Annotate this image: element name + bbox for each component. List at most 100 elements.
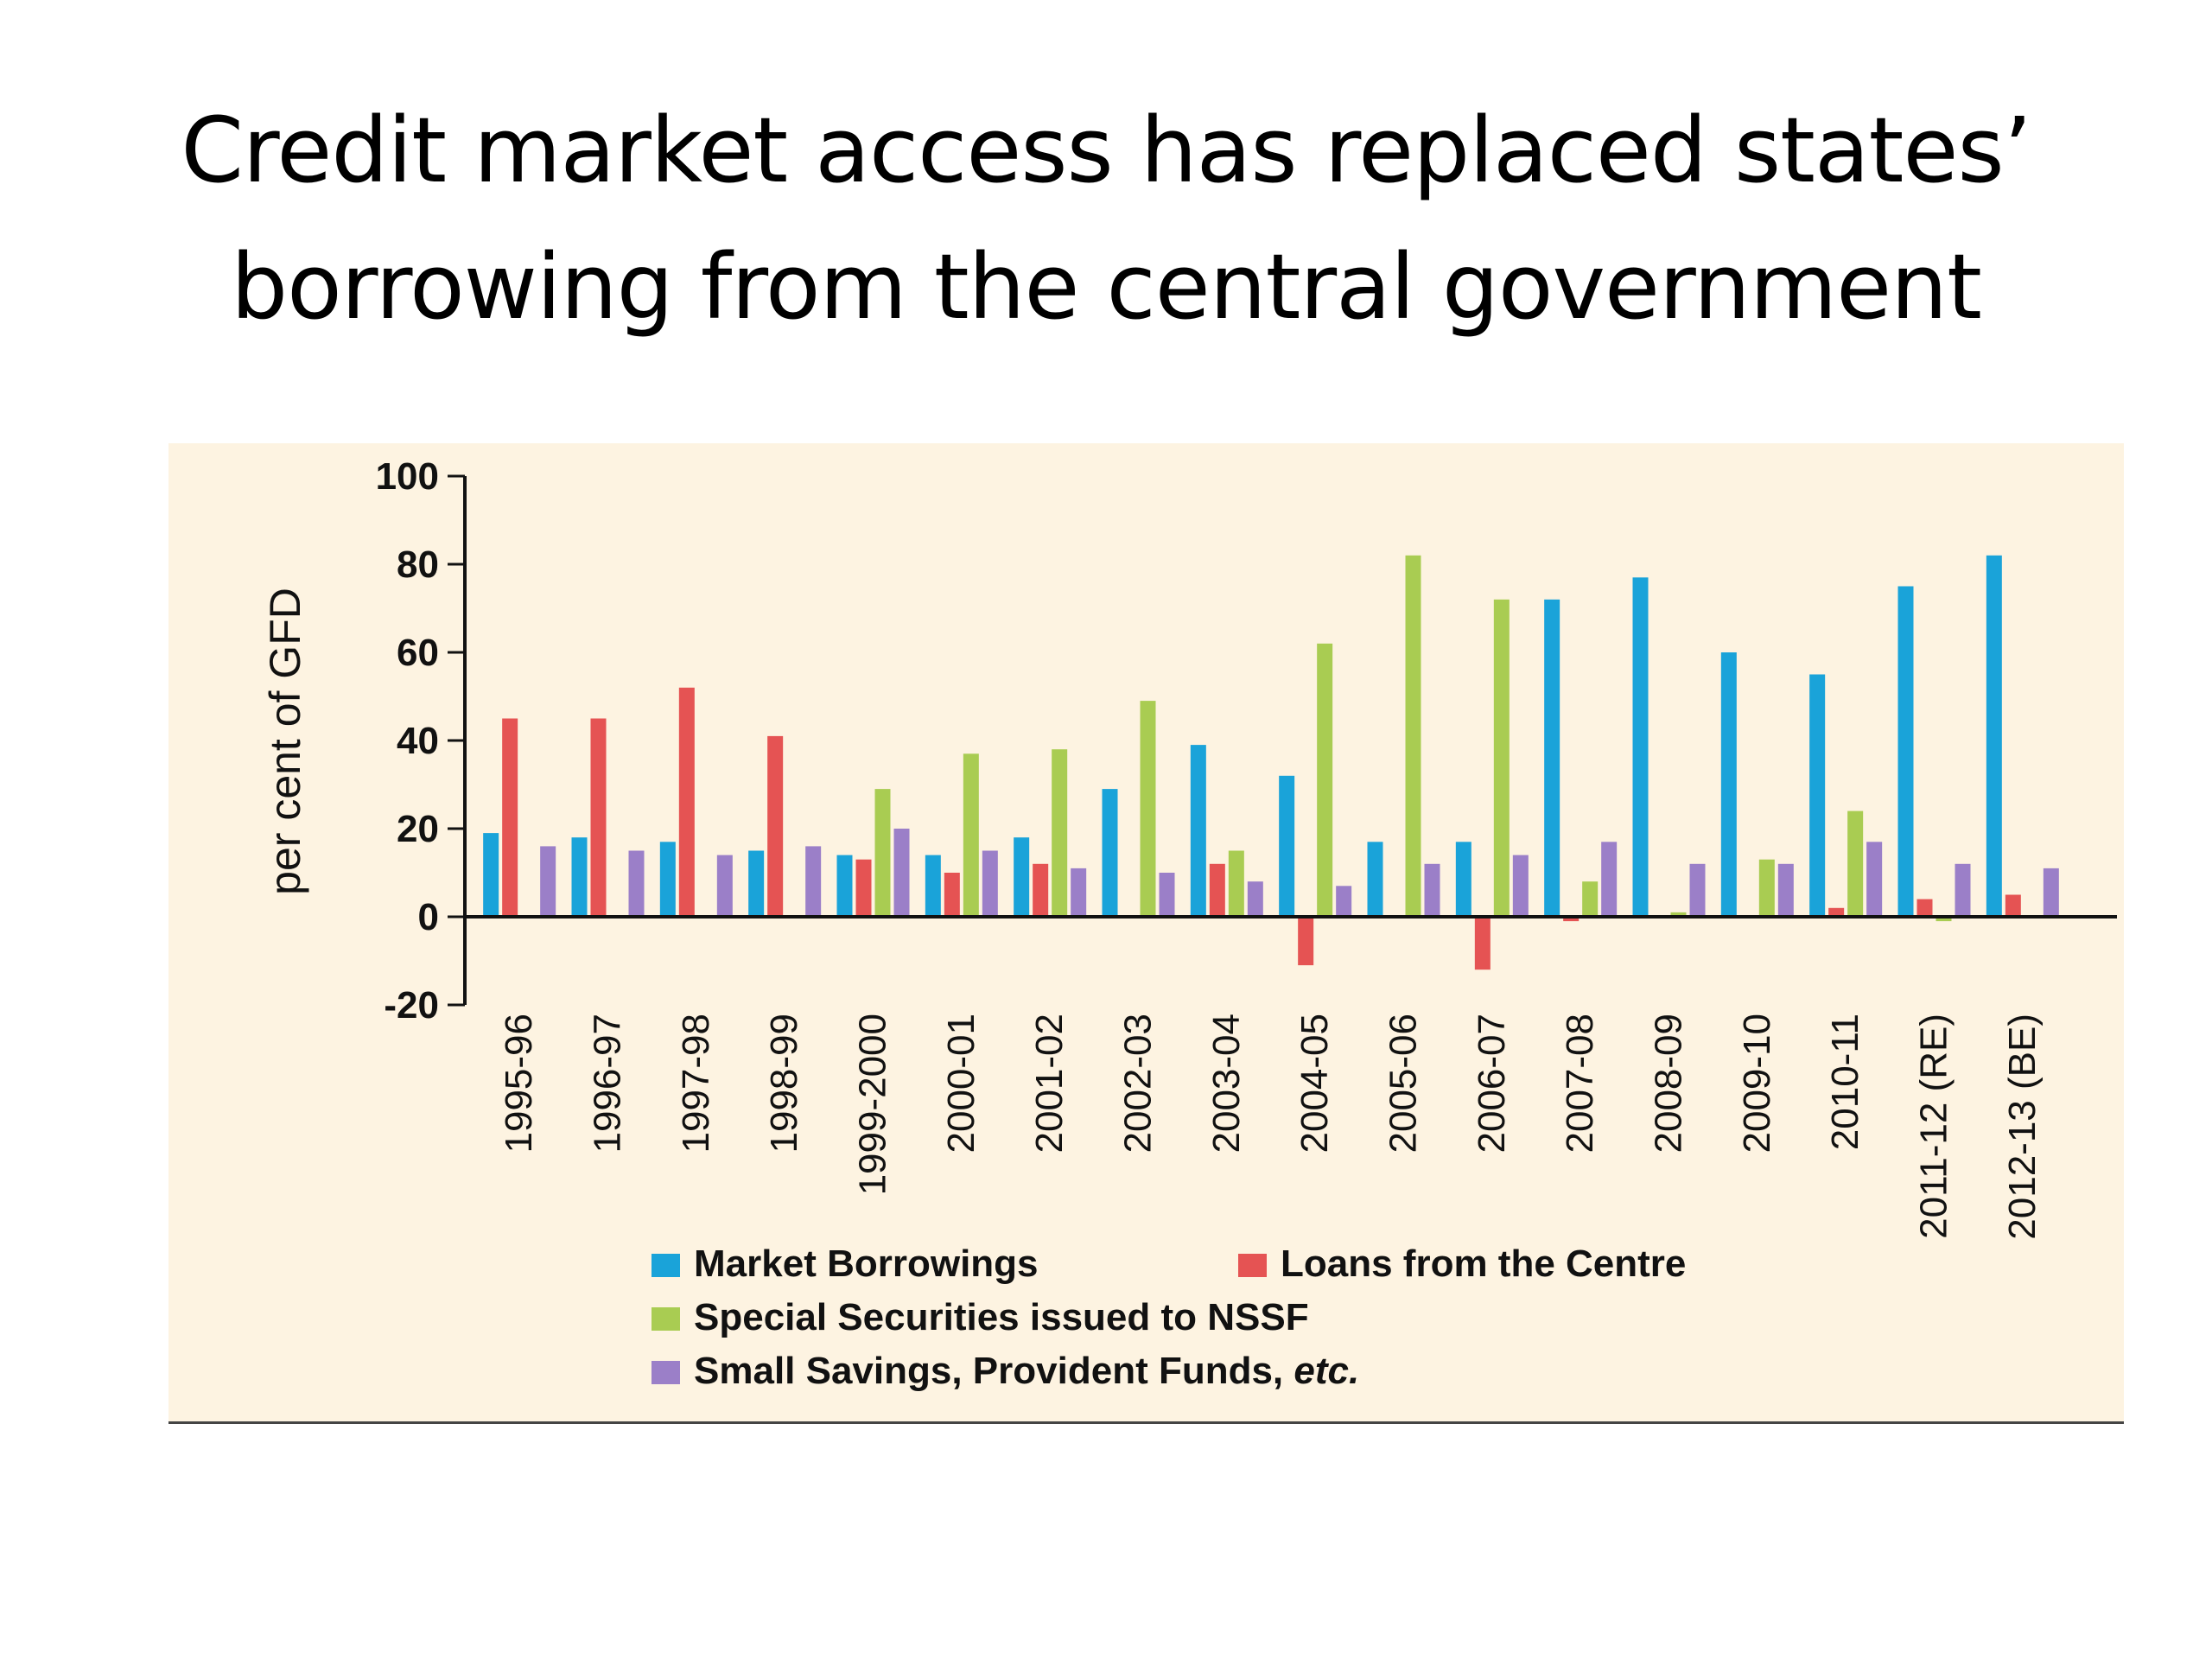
bar-loans-from-the-centre-2010-11 [1828, 907, 1845, 917]
bar-market-borrowings-1996-97 [571, 837, 588, 917]
y-tick-label: -20 [384, 984, 439, 1027]
x-tick-label-2003-04: 2003-04 [1205, 1014, 1248, 1153]
bar-loans-from-the-centre-1998-99 [767, 735, 784, 917]
bar-loans-from-the-centre-2007-08 [1563, 917, 1580, 922]
bar-special-securities-issued-to-nssf-2011-12-re [1936, 917, 1952, 922]
bar-small-savings-provident-funds-etc-1996-97 [628, 850, 645, 917]
legend-label-small-savings-main: Small Savings, Provident Funds, [694, 1350, 1294, 1392]
bar-market-borrowings-2004-05 [1279, 775, 1295, 917]
y-tick-label: 100 [376, 455, 439, 498]
bar-loans-from-the-centre-2006-07 [1474, 917, 1491, 970]
x-tick-label-2007-08: 2007-08 [1559, 1014, 1601, 1153]
legend-label-market-borrowings: Market Borrowings [694, 1243, 1039, 1285]
bar-loans-from-the-centre-2011-12-re [1916, 899, 1933, 917]
x-tick-label-1996-97: 1996-97 [587, 1014, 629, 1153]
y-tick-label: 60 [397, 632, 439, 674]
y-axis: 100 80 60 40 20 0 -20 [376, 455, 467, 1027]
bar-loans-from-the-centre-2001-02 [1033, 863, 1049, 917]
bar-small-savings-provident-funds-etc-2001-02 [1071, 868, 1087, 917]
x-tick-label-2006-07: 2006-07 [1471, 1014, 1513, 1153]
y-tick-label: 20 [397, 808, 439, 850]
x-tick-label-2010-11: 2010-11 [1824, 1014, 1866, 1150]
bar-special-securities-issued-to-nssf-2009-10 [1758, 859, 1775, 917]
bar-small-savings-provident-funds-etc-2008-09 [1689, 863, 1706, 917]
bar-market-borrowings-2011-12-re [1897, 586, 1914, 917]
bar-market-borrowings-1999-2000 [836, 855, 853, 917]
bar-loans-from-the-centre-1999-2000 [855, 859, 872, 917]
bar-market-borrowings-2003-04 [1190, 745, 1206, 917]
x-tick-label-2005-06: 2005-06 [1382, 1014, 1425, 1153]
bar-chart: 100 80 60 40 20 0 -20 1995-96 1996-97 1997-98 199… [261, 455, 2117, 1392]
legend-label-small-savings: Small Savings, Provident Funds, etc. [694, 1350, 1359, 1392]
bar-small-savings-provident-funds-etc-2009-10 [1777, 863, 1794, 917]
bar-market-borrowings-2012-13-be [1986, 555, 2002, 917]
bar-special-securities-issued-to-nssf-1999-2000 [874, 789, 891, 917]
bar-small-savings-provident-funds-etc-2012-13-be [2043, 868, 2059, 917]
legend-label-small-savings-etc: etc. [1294, 1350, 1359, 1392]
bar-small-savings-provident-funds-etc-2011-12-re [1955, 863, 1971, 917]
bar-loans-from-the-centre-2003-04 [1209, 863, 1225, 917]
bar-market-borrowings-2001-02 [1014, 837, 1030, 917]
x-tick-label-2008-09: 2008-09 [1648, 1014, 1690, 1153]
y-tick-label: 0 [418, 896, 439, 938]
legend-swatch-market-borrowings [652, 1254, 680, 1277]
bar-loans-from-the-centre-2012-13-be [2005, 894, 2021, 917]
slide-title-line-1: Credit market access has replaced states… [181, 98, 2031, 203]
bar-loans-from-the-centre-1997-98 [678, 687, 695, 917]
bar-loans-from-the-centre-2004-05 [1298, 917, 1314, 966]
bar-small-savings-provident-funds-etc-2004-05 [1336, 886, 1352, 917]
x-tick-label-2002-03: 2002-03 [1117, 1014, 1160, 1153]
bar-small-savings-provident-funds-etc-1998-99 [805, 846, 822, 917]
bar-loans-from-the-centre-1996-97 [590, 718, 607, 917]
bar-market-borrowings-1997-98 [659, 842, 676, 917]
slide-title: Credit market access has replaced states… [0, 82, 2212, 355]
x-tick-label-2012-13-be: 2012-13 (BE) [2001, 1014, 2044, 1240]
bar-market-borrowings-2006-07 [1455, 842, 1471, 917]
bar-loans-from-the-centre-2000-01 [944, 873, 960, 917]
bar-market-borrowings-2009-10 [1720, 652, 1737, 917]
legend-swatch-special-securities [652, 1307, 680, 1331]
y-tick-label: 40 [397, 720, 439, 762]
x-tick-label-2001-02: 2001-02 [1028, 1014, 1071, 1153]
bar-special-securities-issued-to-nssf-2003-04 [1228, 850, 1244, 917]
x-tick-label-1995-96: 1995-96 [498, 1014, 540, 1153]
bar-special-securities-issued-to-nssf-2002-03 [1140, 701, 1156, 917]
legend-swatch-small-savings [652, 1361, 680, 1384]
bar-loans-from-the-centre-1995-96 [502, 718, 518, 917]
y-tick-label: 80 [397, 543, 439, 586]
legend: Market Borrowings Loans from the Centre … [652, 1243, 1686, 1392]
bar-special-securities-issued-to-nssf-2008-09 [1670, 912, 1687, 917]
bar-small-savings-provident-funds-etc-2002-03 [1159, 873, 1175, 917]
bar-small-savings-provident-funds-etc-2003-04 [1247, 881, 1263, 917]
bar-market-borrowings-2007-08 [1544, 599, 1560, 917]
legend-label-special-securities: Special Securities issued to NSSF [694, 1296, 1309, 1338]
slide-title-line-2: borrowing from the central government [231, 234, 1982, 340]
bar-special-securities-issued-to-nssf-2001-02 [1052, 749, 1068, 917]
x-tick-label-2004-05: 2004-05 [1294, 1014, 1336, 1153]
bar-market-borrowings-2008-09 [1632, 577, 1649, 917]
bar-market-borrowings-1998-99 [748, 850, 765, 917]
bar-small-savings-provident-funds-etc-2000-01 [982, 850, 998, 917]
legend-label-loans-from-centre: Loans from the Centre [1281, 1243, 1686, 1285]
bar-market-borrowings-2002-03 [1102, 789, 1118, 917]
bar-small-savings-provident-funds-etc-1999-2000 [893, 829, 910, 917]
bar-small-savings-provident-funds-etc-2010-11 [1866, 842, 1883, 917]
x-tick-label-2009-10: 2009-10 [1736, 1014, 1778, 1153]
x-tick-label-2011-12-re: 2011-12 (RE) [1913, 1014, 1955, 1239]
x-tick-label-1999-2000: 1999-2000 [852, 1014, 894, 1195]
bar-special-securities-issued-to-nssf-2006-07 [1493, 599, 1510, 917]
bar-small-savings-provident-funds-etc-2007-08 [1601, 842, 1618, 917]
bar-special-securities-issued-to-nssf-2004-05 [1317, 643, 1333, 917]
y-axis-label: per cent of GFD [261, 588, 309, 895]
bar-market-borrowings-2000-01 [925, 855, 941, 917]
bar-special-securities-issued-to-nssf-2005-06 [1405, 555, 1421, 917]
bar-special-securities-issued-to-nssf-2000-01 [963, 753, 979, 917]
bar-small-savings-provident-funds-etc-1995-96 [540, 846, 556, 917]
bar-small-savings-provident-funds-etc-2005-06 [1424, 863, 1440, 917]
bar-market-borrowings-2005-06 [1367, 842, 1383, 917]
bars [483, 555, 2059, 970]
bar-special-securities-issued-to-nssf-2010-11 [1847, 810, 1864, 917]
x-tick-label-1998-99: 1998-99 [763, 1014, 805, 1153]
bar-small-savings-provident-funds-etc-1997-98 [716, 855, 733, 917]
x-tick-label-1997-98: 1997-98 [675, 1014, 717, 1153]
